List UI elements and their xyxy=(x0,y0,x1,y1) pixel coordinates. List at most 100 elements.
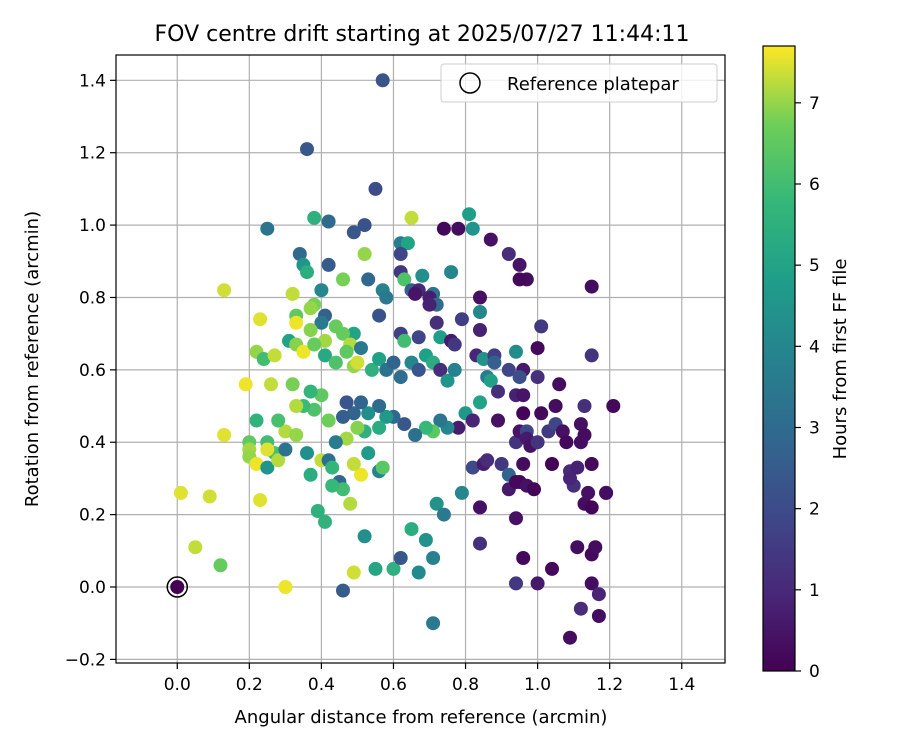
colorbar: 0 1 2 3 4 5 6 7 Hours from first FF file xyxy=(762,45,851,682)
data-point xyxy=(397,333,412,348)
data-point xyxy=(426,616,441,631)
data-point xyxy=(364,362,379,377)
data-point xyxy=(530,435,545,450)
data-point xyxy=(447,362,462,377)
data-point xyxy=(606,399,621,413)
data-point xyxy=(343,496,358,511)
data-points xyxy=(173,73,621,645)
colorbar-tick-label: 1 xyxy=(809,581,820,601)
data-point xyxy=(310,504,325,518)
data-point xyxy=(361,446,376,461)
data-point xyxy=(303,301,318,316)
data-point xyxy=(354,467,368,482)
data-point xyxy=(346,457,361,471)
data-point xyxy=(480,453,495,468)
data-point xyxy=(260,460,275,475)
data-point xyxy=(278,580,293,594)
legend-marker xyxy=(459,72,481,94)
data-point xyxy=(339,431,354,446)
data-point xyxy=(491,384,505,399)
data-point xyxy=(548,399,563,413)
data-point xyxy=(372,420,387,435)
data-point xyxy=(346,225,361,240)
data-point xyxy=(411,330,426,345)
colorbar-ticks: 0 1 2 3 4 5 6 7 xyxy=(795,94,820,682)
data-point xyxy=(584,500,599,515)
data-point xyxy=(516,406,531,421)
data-point xyxy=(433,362,448,377)
data-point xyxy=(429,315,444,330)
data-point xyxy=(491,413,505,428)
data-point xyxy=(494,457,509,471)
x-tick-label: 0.8 xyxy=(452,675,479,695)
data-point xyxy=(465,413,480,428)
data-point xyxy=(303,384,318,399)
data-point xyxy=(285,377,300,392)
data-point xyxy=(433,413,448,428)
data-point xyxy=(418,533,433,547)
colorbar-tick-label: 0 xyxy=(809,662,820,682)
data-point xyxy=(534,406,549,421)
data-point xyxy=(454,485,469,500)
data-point xyxy=(238,377,253,392)
data-point xyxy=(339,344,354,359)
data-point xyxy=(588,540,603,555)
data-point xyxy=(253,493,268,508)
data-point xyxy=(473,500,487,515)
data-point xyxy=(336,482,350,497)
data-point xyxy=(552,377,567,392)
data-point xyxy=(253,312,268,327)
data-point xyxy=(516,457,531,471)
data-point xyxy=(451,221,466,236)
data-point xyxy=(267,348,282,363)
data-point xyxy=(303,467,318,482)
data-point xyxy=(372,308,387,323)
data-point xyxy=(444,265,459,280)
data-point xyxy=(512,272,527,287)
data-point xyxy=(411,565,426,580)
data-point xyxy=(300,142,314,157)
data-point xyxy=(426,551,441,565)
data-point xyxy=(473,323,487,337)
data-point xyxy=(591,587,606,602)
x-tick-label: 1.4 xyxy=(668,675,695,695)
data-point xyxy=(375,73,390,88)
x-tick-label: 0.4 xyxy=(308,675,335,695)
data-point xyxy=(375,460,390,475)
data-point xyxy=(303,323,318,337)
data-point xyxy=(400,236,415,251)
data-point xyxy=(584,576,599,591)
data-point xyxy=(307,337,322,352)
y-tick-label: 0.2 xyxy=(79,506,106,526)
data-point xyxy=(436,507,451,522)
data-point xyxy=(440,373,455,388)
reference-marker xyxy=(166,576,189,598)
data-point xyxy=(325,460,340,475)
colorbar-tick-label: 3 xyxy=(809,418,820,438)
data-point xyxy=(530,341,545,356)
legend-box xyxy=(440,63,718,103)
data-point xyxy=(408,286,423,301)
data-point xyxy=(451,420,466,435)
data-point xyxy=(408,428,423,442)
data-point xyxy=(325,478,340,493)
data-point xyxy=(361,406,376,421)
data-point xyxy=(573,601,588,616)
data-point xyxy=(509,511,523,526)
data-point xyxy=(584,348,599,363)
data-point xyxy=(404,522,419,537)
data-point xyxy=(447,337,462,352)
data-point xyxy=(433,330,448,345)
data-point xyxy=(260,221,275,236)
data-point xyxy=(271,413,286,428)
data-point xyxy=(278,442,293,457)
data-point xyxy=(581,485,596,500)
data-point xyxy=(501,362,516,377)
data-point xyxy=(418,420,433,435)
y-axis-ticks: −0.2 0.0 0.2 0.4 0.6 0.8 1.0 1.2 1.4 xyxy=(65,71,116,670)
data-point xyxy=(289,428,304,442)
data-point xyxy=(339,395,354,410)
y-tick-label: 0.6 xyxy=(79,361,106,381)
data-point xyxy=(278,424,293,439)
